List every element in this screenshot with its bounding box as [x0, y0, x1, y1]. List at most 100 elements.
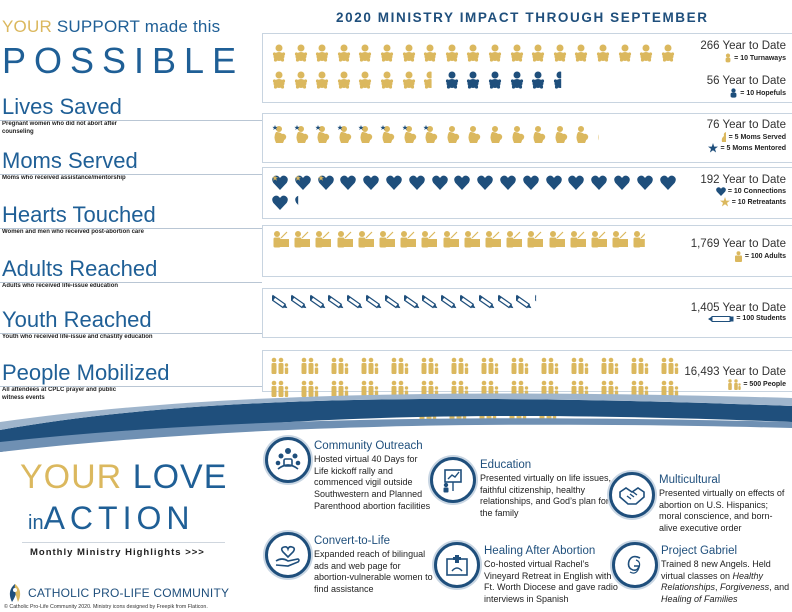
category-title: Adults Reached [2, 256, 158, 281]
stat-value: 266 Year to Date [700, 40, 786, 52]
love-heading: YOUR LOVE [20, 458, 227, 497]
adult-learner-icon [485, 231, 501, 248]
pencil-icon [403, 294, 419, 309]
category-people-mobilized: People Mobilized All attendees at CPLC p… [2, 360, 170, 403]
header-possible: POSSIBLE [2, 40, 245, 81]
category-desc: Adults who received life-issue education [2, 283, 119, 289]
baby-icon [640, 44, 653, 62]
category-desc: All attendees at CPLC prayer and public … [2, 387, 117, 401]
stat-legend-text: = 100 Students [736, 315, 786, 322]
baby-icon [424, 44, 437, 62]
stat-value: 16,493 Year to Date [684, 366, 786, 378]
category-lives-saved: Lives Saved Pregnant women who did not a… [2, 94, 122, 137]
baby-navy-icon [488, 71, 502, 89]
stat-legend: = 100 Students [691, 315, 786, 322]
mom-icon [337, 125, 351, 143]
category-desc: Women and men who received post-abortion… [2, 229, 144, 235]
stat-legend-text: = 500 People [743, 381, 786, 388]
baby-icon [316, 71, 329, 89]
adult-learner-icon [273, 231, 289, 248]
divider [0, 228, 262, 229]
baby-navy-icon [467, 71, 480, 89]
heart-icon [614, 175, 630, 190]
category-title: Moms Served [2, 148, 138, 173]
stat-legend-text: = 10 Turnaways [734, 54, 786, 62]
baby-navy-icon [445, 71, 458, 89]
pencil-icon [309, 294, 325, 309]
category-title: Lives Saved [2, 94, 122, 119]
panel-adults-reached [262, 225, 792, 277]
divider [0, 174, 262, 175]
heart-icon [272, 195, 288, 210]
header-tagline: YOUR SUPPORT made this [2, 17, 220, 37]
stat-legend: = 5 Moms Served [707, 132, 786, 142]
family-icon [331, 380, 349, 397]
mom-icon [293, 125, 308, 143]
category-title: Youth Reached [2, 307, 152, 332]
adult-learner-icon [591, 231, 607, 248]
category-hearts-touched: Hearts Touched Women and men who receive… [2, 202, 156, 237]
highlight-body: Presented virtually on life issues, fait… [480, 473, 612, 519]
baby-icon [337, 71, 350, 89]
baby-icon [402, 44, 415, 62]
pencil-icon [422, 294, 438, 309]
family-icon [571, 357, 589, 374]
decorative-wave [0, 393, 792, 452]
stat-legend: = 10 Turnaways [700, 53, 786, 63]
action-word-action: ACTION [43, 500, 195, 536]
monthly-highlights-label: Monthly Ministry Highlights >>> [30, 547, 205, 558]
baby-navy-icon [532, 71, 545, 89]
mom-icon [315, 125, 330, 143]
heart-icon [363, 175, 379, 190]
monogram-icon [612, 542, 658, 588]
heart-icon [431, 175, 448, 190]
divider [0, 333, 262, 334]
org-name: CATHOLIC PRO-LIFE COMMUNITY [28, 586, 230, 600]
adult-learner-icon [315, 231, 332, 248]
adult-learner-icon [443, 231, 459, 248]
handshake-icon [609, 472, 655, 518]
divider [0, 386, 262, 387]
adult-learner-icon [612, 231, 629, 248]
stat-value: 76 Year to Date [706, 119, 786, 131]
pencil-icon [347, 294, 363, 309]
highlight-body-italic: Healthy Relationships [661, 570, 764, 593]
mom-icon [401, 125, 416, 143]
family-icon [451, 357, 469, 374]
heart-icon [591, 175, 607, 190]
stat-legend-text: = 100 Adults [744, 253, 786, 260]
pencil-icon [516, 294, 532, 309]
family-icon [601, 357, 619, 374]
baby-icon [272, 44, 286, 62]
heart-icon [637, 175, 653, 190]
love-word-love: LOVE [132, 458, 228, 496]
adult-learner-icon [734, 251, 742, 262]
highlight-body-italic: Healing of Families [661, 594, 738, 605]
family-icon [361, 357, 379, 374]
baby-icon [294, 71, 307, 89]
mom-icon [533, 126, 546, 143]
healing-icon [434, 542, 480, 588]
star-icon [708, 143, 719, 153]
pencil-icon [366, 294, 382, 309]
highlight-body-italic: Forgiveness [720, 582, 770, 593]
divider [22, 542, 225, 543]
category-title: People Mobilized [2, 360, 170, 385]
heart-icon [500, 175, 516, 190]
highlight-body-text: Trained 8 new Angels. Held virtual class… [661, 559, 771, 581]
baby-icon [402, 71, 415, 89]
category-adults-reached: Adults Reached Adults who received life-… [2, 256, 157, 291]
family-icon [661, 380, 679, 397]
mom-icon [358, 125, 373, 143]
baby-icon [272, 71, 286, 89]
pencil-icon [460, 294, 476, 309]
adult-learner-icon [527, 231, 544, 248]
family-icon [271, 380, 289, 397]
mom-icon [447, 126, 459, 143]
mom-half-icon [721, 132, 726, 142]
people-gathering-icon [265, 437, 311, 483]
heart-icon [386, 175, 402, 190]
highlight-body: Co-hosted virtual Rachel’s Vineyard Retr… [484, 559, 618, 605]
baby-icon [445, 44, 458, 62]
action-heading: inACTION [28, 500, 194, 537]
